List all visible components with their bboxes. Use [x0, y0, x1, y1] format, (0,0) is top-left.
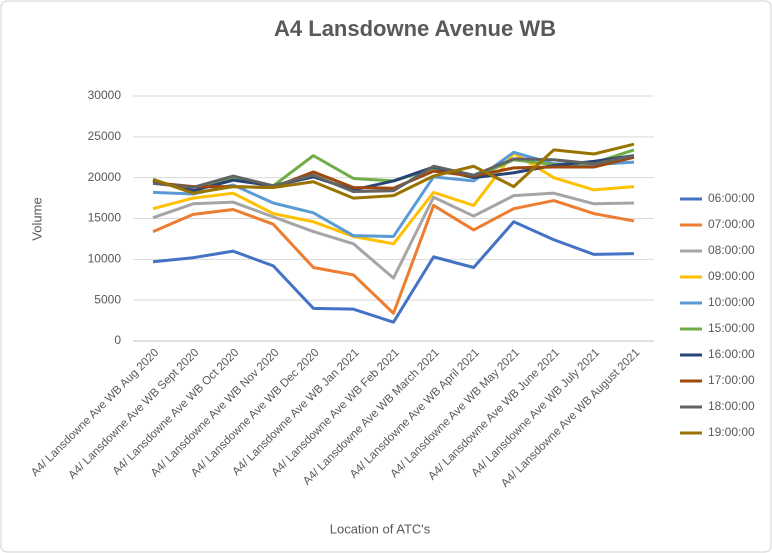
legend-label: 07:00:00 — [708, 217, 755, 231]
legend-label: 09:00:00 — [708, 269, 755, 283]
series-line — [152, 151, 635, 246]
y-tick-label: 20000 — [88, 170, 122, 184]
legend-label: 08:00:00 — [708, 243, 755, 257]
y-tick-label: 25000 — [88, 129, 122, 143]
legend-label: 16:00:00 — [708, 347, 755, 361]
x-axis-label: Location of ATC's — [330, 521, 431, 536]
y-tick-label: 0 — [114, 333, 121, 347]
y-axis-label: Volume — [29, 197, 44, 240]
y-tick-label: 5000 — [94, 292, 121, 306]
series-line — [152, 191, 634, 280]
legend-label: 06:00:00 — [708, 191, 755, 205]
series-line — [152, 154, 635, 193]
legend-label: 17:00:00 — [708, 373, 755, 387]
y-tick-label: 30000 — [88, 88, 122, 102]
series-line — [152, 199, 635, 315]
y-tick-label: 15000 — [88, 211, 122, 225]
legend-label: 15:00:00 — [708, 321, 755, 335]
legend-label: 19:00:00 — [708, 425, 755, 439]
series-line — [152, 154, 635, 194]
chart-title: A4 Lansdowne Avenue WB — [274, 16, 556, 41]
series-line — [152, 220, 634, 324]
legend-label: 10:00:00 — [708, 295, 755, 309]
series-line — [152, 142, 635, 200]
legend-label: 18:00:00 — [708, 399, 755, 413]
y-tick-label: 10000 — [88, 252, 122, 266]
